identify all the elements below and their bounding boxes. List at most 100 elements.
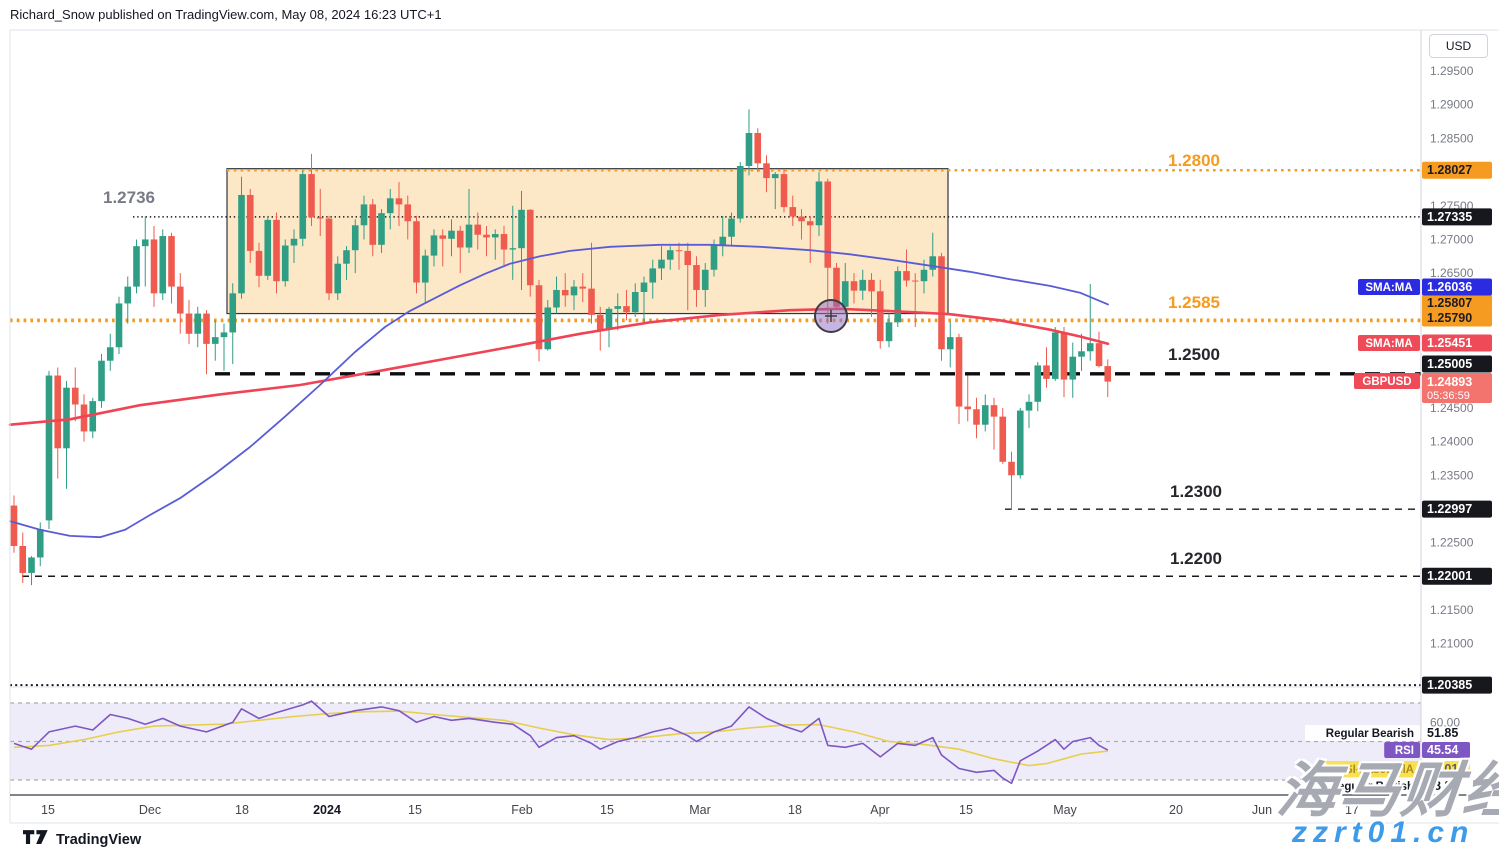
candle-body <box>553 289 560 308</box>
price-axis-badge-text: 1.28027 <box>1427 163 1472 177</box>
candle-body <box>474 224 482 235</box>
candle-body <box>894 271 902 323</box>
time-tick-label: 18 <box>788 803 802 817</box>
price-axis-badge <box>1422 676 1492 694</box>
candle-body <box>938 256 945 350</box>
rsi-value-text: 45.54 <box>1427 743 1458 757</box>
candle-body <box>911 280 919 282</box>
candle-body <box>535 285 543 350</box>
candle-body <box>561 289 569 296</box>
sma-blue-line[interactable] <box>9 243 1109 539</box>
sma-red-line[interactable] <box>8 307 1110 426</box>
candle-body <box>308 174 315 218</box>
candle-body <box>334 263 342 294</box>
candle-body <box>990 405 998 417</box>
candle-body <box>570 286 578 296</box>
candle-body <box>456 230 464 248</box>
candle-body <box>36 529 44 558</box>
price-axis-badge-text: 1.22001 <box>1427 569 1472 583</box>
time-tick-label: Jun <box>1252 803 1272 817</box>
candle-body <box>885 322 893 342</box>
time-tick-label: Mar <box>689 803 711 817</box>
tradingview-logo-icon[interactable] <box>23 830 49 850</box>
rsi-ma-line[interactable] <box>13 710 1108 767</box>
candle-body <box>168 236 175 287</box>
candle-body <box>1034 365 1042 402</box>
price-axis-badge-text: 1.27335 <box>1427 210 1472 224</box>
indicator-pill <box>1305 725 1420 741</box>
candle-body <box>133 246 140 287</box>
time-tick-label: Feb <box>511 803 533 817</box>
price-axis-badge <box>1422 500 1492 518</box>
candle-body <box>491 234 499 238</box>
candle-body <box>824 181 832 268</box>
candle-body <box>141 239 149 247</box>
price-tick-label: 1.26500 <box>1430 266 1474 280</box>
price-axis-badge <box>1422 567 1492 585</box>
candle-body <box>588 288 595 315</box>
indicator-pill <box>1384 742 1420 758</box>
time-tick-label: 15 <box>600 803 614 817</box>
candle-body <box>920 269 928 282</box>
candle-body <box>465 224 473 248</box>
price-axis-badge-text: 1.26036 <box>1427 280 1472 294</box>
price-axis-badge-text: 1.20385 <box>1427 678 1472 692</box>
candle-body <box>395 198 403 205</box>
candle-body <box>255 250 263 276</box>
candle-body <box>780 174 788 208</box>
indicator-pill-text: GBPUSD <box>1362 376 1411 388</box>
price-axis-badge <box>1422 161 1492 179</box>
candle-body <box>850 281 858 291</box>
time-axis[interactable]: 15 Dec 18 2024 15 Feb 15 Mar 18 Apr 15 May 20 Jun 17 <box>41 803 1359 817</box>
candle-body <box>833 267 840 307</box>
price-tick-label: 1.29000 <box>1430 98 1474 112</box>
indicator-pill-text: RSI <box>1395 745 1414 757</box>
time-tick-label: Apr <box>870 803 889 817</box>
candle-body <box>955 337 963 407</box>
price-axis[interactable]: 1.295001.290001.285001.275001.270001.265… <box>1354 64 1492 793</box>
price-tick-label: 1.27000 <box>1430 232 1474 246</box>
price-axis-badge-text: 1.25807 <box>1427 296 1472 310</box>
level-annotation-text: 1.2500 <box>1168 345 1220 364</box>
candle-body <box>106 347 114 361</box>
candle-body <box>981 405 989 425</box>
candle-body <box>80 404 88 432</box>
candle-body <box>596 314 604 330</box>
price-axis-badge <box>1422 294 1492 312</box>
level-annotation-text: 1.2300 <box>1170 482 1222 501</box>
candle-body <box>1008 461 1015 476</box>
candle-body <box>929 256 937 270</box>
candle-body <box>973 409 980 425</box>
candle-body <box>736 165 744 219</box>
candle-body <box>903 271 910 281</box>
candle-countdown-text: 05:36:59 <box>1427 390 1470 402</box>
candle-body <box>421 255 429 283</box>
candle-body <box>386 198 394 214</box>
candle-body <box>500 234 508 250</box>
candle-body <box>351 225 359 251</box>
indicator-pill <box>1358 279 1420 295</box>
candle-body <box>1043 365 1050 379</box>
indicator-pill <box>1305 778 1420 794</box>
candle-body <box>273 219 280 282</box>
main-price-pane[interactable]: 1.2800 1.2736 1.2585 1.2500 1.2300 1.2200 <box>8 109 1421 687</box>
candle-body <box>859 279 867 291</box>
candle-body <box>754 132 762 164</box>
candle-body <box>518 209 525 249</box>
currency-toggle-button[interactable]: USD <box>1429 34 1488 58</box>
candle-body <box>246 194 254 251</box>
time-tick-label: May <box>1053 803 1077 817</box>
rsi-line[interactable] <box>13 700 1109 785</box>
candle-body <box>203 313 210 344</box>
candle-body <box>1069 356 1077 380</box>
candle-body <box>1095 343 1103 367</box>
indicator-pill-text: SMA:MA <box>1365 282 1412 294</box>
candle-body <box>745 132 753 166</box>
candle-body <box>684 250 692 266</box>
candle-body <box>544 307 552 350</box>
rsi-pane[interactable]: Regular Bearish RSI RSI-based MA Regular Bu… <box>10 700 1421 794</box>
indicator-pill <box>1358 335 1420 351</box>
time-tick-label: 15 <box>41 803 55 817</box>
